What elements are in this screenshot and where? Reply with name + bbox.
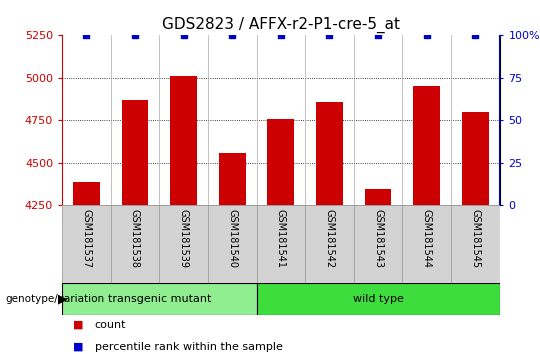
- Point: [82, 33, 91, 38]
- Bar: [462, 112, 489, 205]
- Text: GSM181538: GSM181538: [130, 209, 140, 268]
- Title: GDS2823 / AFFX-r2-P1-cre-5_at: GDS2823 / AFFX-r2-P1-cre-5_at: [162, 16, 400, 33]
- Bar: [219, 153, 246, 205]
- Bar: [256, 283, 500, 315]
- Text: GSM181543: GSM181543: [373, 209, 383, 268]
- Bar: [111, 205, 159, 283]
- Text: GSM181542: GSM181542: [325, 209, 334, 268]
- Bar: [122, 100, 148, 205]
- Text: wild type: wild type: [353, 294, 403, 304]
- Text: ■: ■: [73, 320, 83, 330]
- Bar: [62, 283, 256, 315]
- Bar: [73, 182, 100, 205]
- Text: ▶: ▶: [58, 293, 68, 306]
- Point: [422, 33, 431, 38]
- Text: transgenic mutant: transgenic mutant: [107, 294, 211, 304]
- Point: [179, 33, 188, 38]
- Bar: [305, 205, 354, 283]
- Point: [325, 33, 334, 38]
- Text: GSM181539: GSM181539: [179, 209, 188, 268]
- Bar: [208, 205, 256, 283]
- Bar: [159, 205, 208, 283]
- Bar: [62, 205, 111, 283]
- Text: GSM181544: GSM181544: [422, 209, 431, 268]
- Text: GSM181545: GSM181545: [470, 209, 480, 268]
- Bar: [316, 102, 343, 205]
- Bar: [451, 205, 500, 283]
- Text: percentile rank within the sample: percentile rank within the sample: [94, 342, 282, 352]
- Bar: [354, 205, 402, 283]
- Bar: [170, 76, 197, 205]
- Point: [276, 33, 285, 38]
- Bar: [402, 205, 451, 283]
- Point: [471, 33, 480, 38]
- Bar: [413, 86, 440, 205]
- Text: genotype/variation: genotype/variation: [5, 294, 105, 304]
- Text: ■: ■: [73, 342, 83, 352]
- Bar: [256, 205, 305, 283]
- Point: [228, 33, 237, 38]
- Point: [131, 33, 139, 38]
- Text: GSM181541: GSM181541: [276, 209, 286, 268]
- Text: GSM181540: GSM181540: [227, 209, 237, 268]
- Bar: [267, 119, 294, 205]
- Text: GSM181537: GSM181537: [82, 209, 91, 268]
- Bar: [364, 189, 391, 205]
- Text: count: count: [94, 320, 126, 330]
- Point: [374, 33, 382, 38]
